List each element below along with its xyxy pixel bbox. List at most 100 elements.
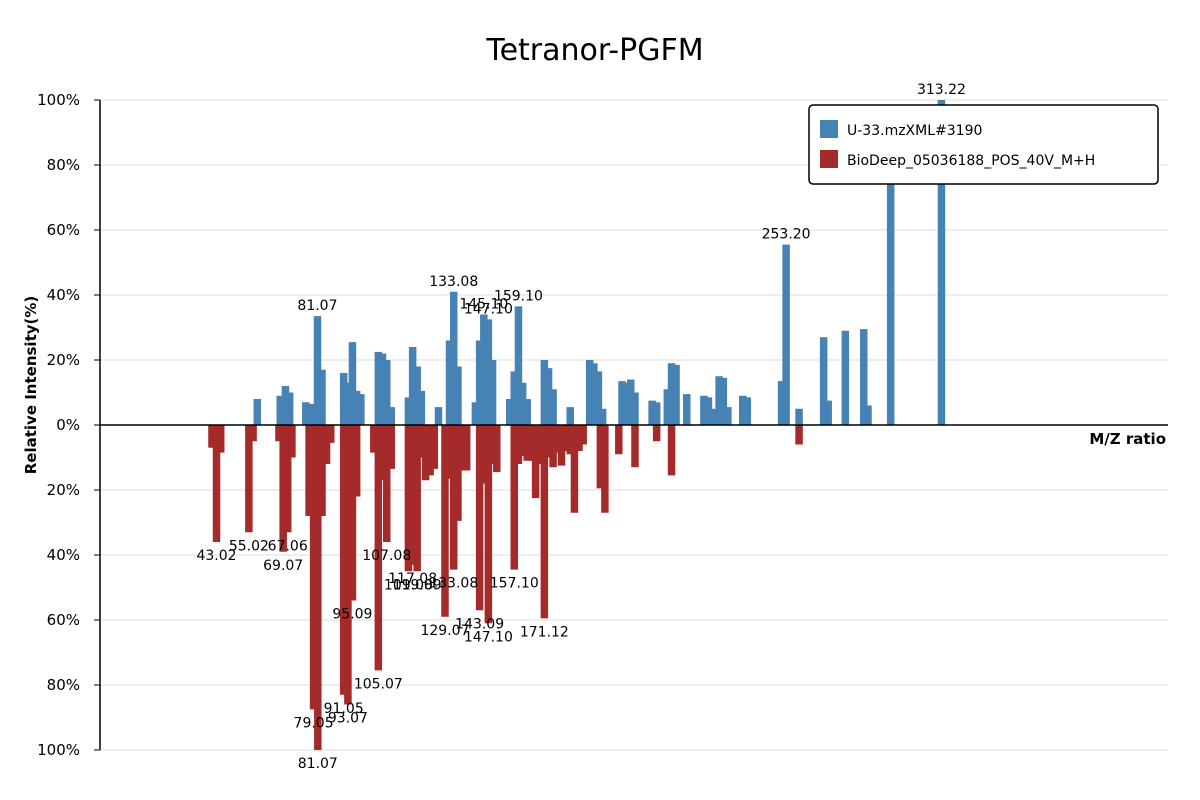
query-bar xyxy=(408,347,417,425)
query-bar xyxy=(313,316,322,425)
query-bar xyxy=(719,377,728,425)
query-bar xyxy=(382,360,391,425)
query-peak-label: 313.22 xyxy=(917,82,966,98)
y-tick-label: 60% xyxy=(47,611,80,629)
query-bar xyxy=(743,397,752,425)
reference-bar xyxy=(575,425,583,451)
query-bar xyxy=(663,389,672,425)
reference-bar xyxy=(417,425,426,458)
reference-peak-label: 157.10 xyxy=(490,576,539,592)
legend-box xyxy=(808,104,1159,185)
chart-title: Tetranor-PGFM xyxy=(485,33,703,68)
reference-bar xyxy=(421,425,430,481)
reference-bar xyxy=(275,425,283,442)
legend-swatch-query xyxy=(820,120,838,138)
query-bar xyxy=(352,390,361,425)
query-bar xyxy=(819,337,828,425)
query-bar xyxy=(454,366,462,425)
reference-bar xyxy=(544,425,553,458)
reference-bar xyxy=(216,425,225,453)
query-bar xyxy=(378,353,387,425)
query-bar xyxy=(667,363,676,425)
reference-bar xyxy=(667,425,676,476)
grid-lines xyxy=(100,99,1168,751)
reference-bar xyxy=(378,425,387,481)
query-bar xyxy=(540,360,549,425)
reference-bar xyxy=(527,425,536,461)
query-bar xyxy=(471,402,480,425)
reference-bar xyxy=(370,425,378,453)
reference-bar xyxy=(279,425,287,552)
query-bar xyxy=(824,400,832,425)
reference-bar xyxy=(413,425,421,572)
query-peak-label: 253.20 xyxy=(762,227,811,243)
query-bar xyxy=(738,395,747,425)
reference-bar xyxy=(249,425,257,442)
query-bar xyxy=(622,382,630,425)
bar-labels: 81.07133.08145.10147.10159.10253.20313.2… xyxy=(196,82,965,772)
reference-bar xyxy=(449,425,458,570)
reference-peak-label: 171.12 xyxy=(520,624,569,640)
query-bar xyxy=(374,351,383,425)
reference-peak-label: 67.06 xyxy=(268,538,308,554)
query-bar xyxy=(566,407,574,425)
reference-peak-label: 43.02 xyxy=(196,548,236,564)
query-bar xyxy=(318,369,326,425)
query-bar xyxy=(488,360,497,425)
query-bar xyxy=(708,408,717,425)
reference-bar xyxy=(374,425,383,671)
reference-peak-label: 105.07 xyxy=(354,676,403,692)
x-axis-label: M/Z ratio xyxy=(1089,430,1166,448)
y-tick-label: 100% xyxy=(37,91,80,109)
reference-bar xyxy=(462,425,471,471)
query-peak-label: 145.10 xyxy=(459,297,508,313)
reference-bar xyxy=(570,425,579,513)
query-bar xyxy=(795,408,803,425)
reference-bar xyxy=(531,425,540,499)
query-bar xyxy=(937,100,946,425)
query-bar xyxy=(544,368,553,425)
reference-bar xyxy=(352,425,361,497)
reference-bar xyxy=(458,425,467,471)
reference-peak-label: 55.02 xyxy=(229,538,269,554)
reference-bar xyxy=(652,425,661,442)
reference-peak-label: 79.05 xyxy=(294,715,334,731)
legend-label-query: U-33.mzXML#3190 xyxy=(847,123,982,139)
query-bar xyxy=(344,382,352,425)
reference-bar xyxy=(339,425,348,695)
query-bar xyxy=(387,407,396,425)
query-bar xyxy=(480,314,488,425)
query-bar xyxy=(864,405,872,425)
reference-peak-label: 129.07 xyxy=(420,623,469,639)
query-bar xyxy=(339,373,348,425)
reference-bar xyxy=(562,425,570,451)
reference-bar xyxy=(208,425,216,448)
y-tick-label: 40% xyxy=(47,546,80,564)
query-bar xyxy=(700,395,708,425)
query-bar xyxy=(484,319,493,425)
reference-bar xyxy=(536,425,544,464)
query-bar xyxy=(434,407,443,425)
query-bar xyxy=(276,395,285,425)
query-peak-label: 147.10 xyxy=(464,301,513,317)
reference-peak-label: 143.09 xyxy=(455,616,504,632)
query-bar xyxy=(510,371,519,425)
reference-peak-label: 117.08 xyxy=(388,571,437,587)
y-tick-labels: 100% 80% 60% 40% 20% 0% 20% 40% 60% 80% 100% xyxy=(37,91,100,759)
y-tick-label: 80% xyxy=(47,676,80,694)
reference-peak-label: 147.10 xyxy=(464,629,513,645)
reference-bar xyxy=(245,425,253,533)
query-bar xyxy=(285,392,294,425)
reference-peak-label: 81.07 xyxy=(298,756,338,772)
reference-bar xyxy=(426,425,434,476)
query-bar xyxy=(505,399,514,425)
query-bar xyxy=(648,400,656,425)
query-bar xyxy=(590,363,598,425)
reference-peak-label: 107.08 xyxy=(362,548,411,564)
reference-bar xyxy=(493,425,501,473)
reference-bar xyxy=(480,425,488,484)
reference-bar xyxy=(445,425,454,479)
query-bar xyxy=(860,329,868,425)
query-bar xyxy=(598,408,607,425)
reference-bar xyxy=(514,425,523,464)
